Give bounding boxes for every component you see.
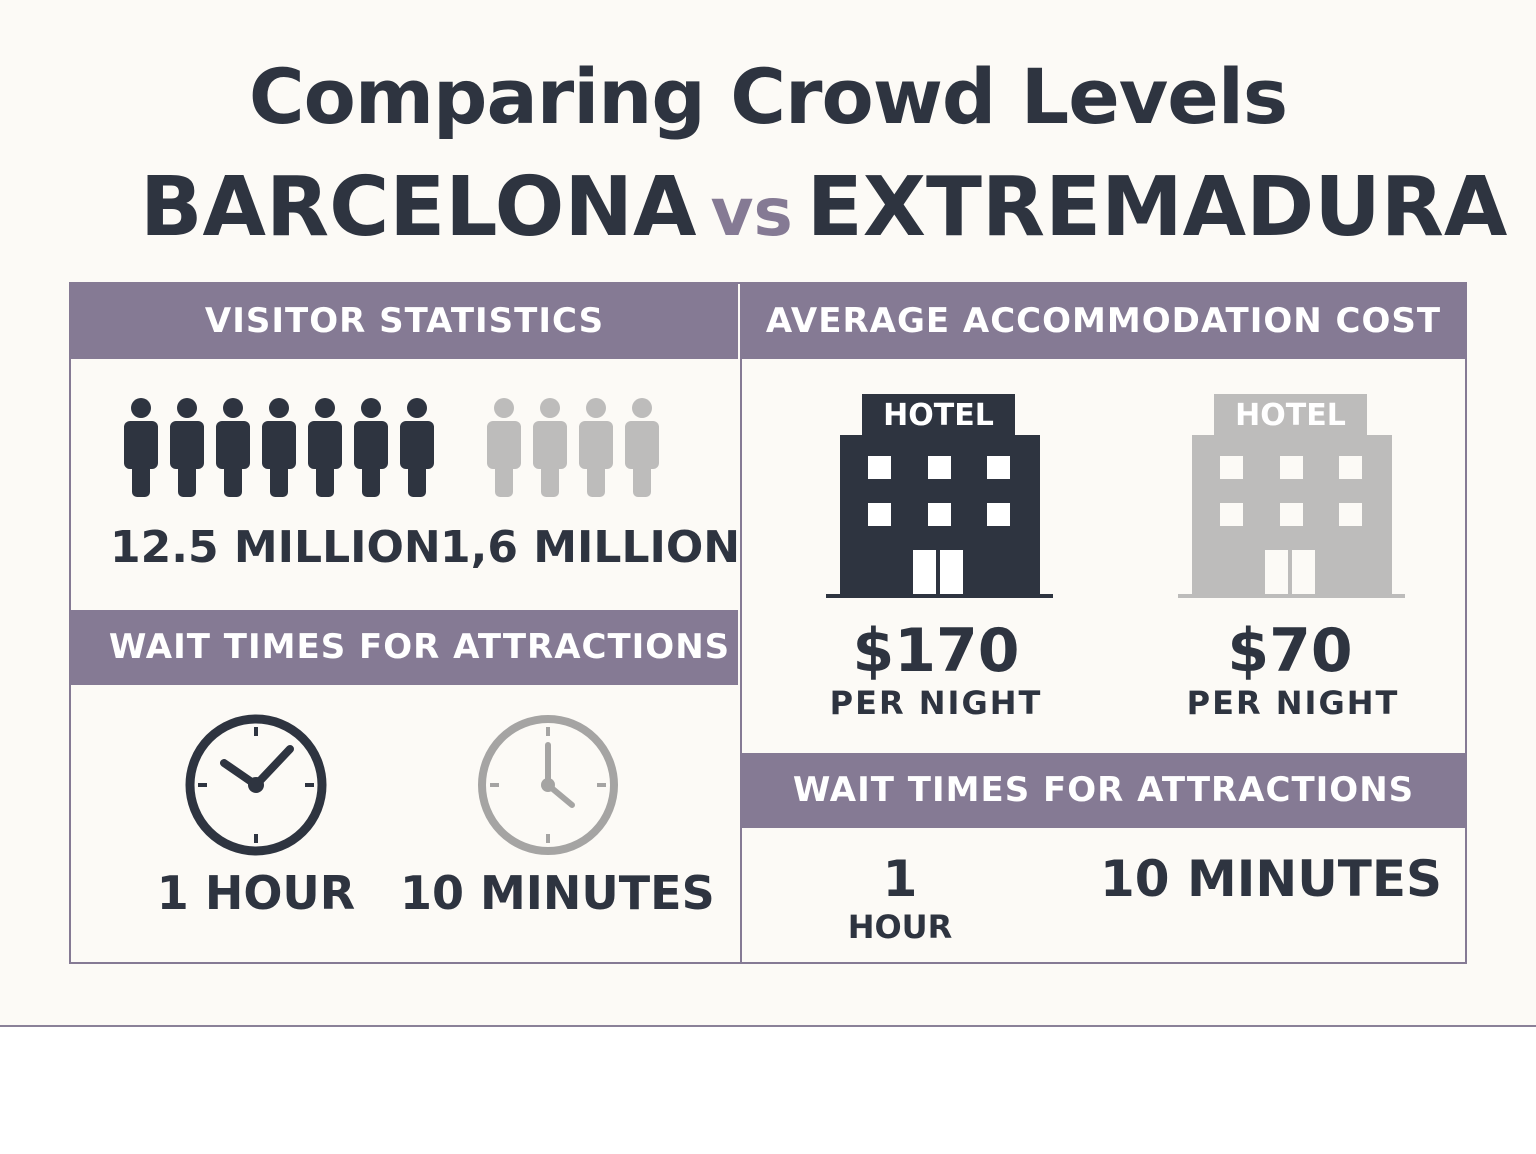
hotel-icon-muted: [1178, 394, 1405, 598]
page-title: Comparing Crowd Levels: [248, 52, 1288, 141]
accommodation-header: AVERAGE ACCOMMODATION COST: [742, 284, 1465, 359]
barcelona-wait-number: 1: [882, 850, 918, 908]
person-icon: [216, 398, 250, 497]
hotel-label-muted: HOTEL: [1235, 398, 1346, 433]
visitor-statistics-header: VISITOR STATISTICS: [71, 284, 738, 359]
barcelona-per-night: PER NIGHT: [829, 684, 1043, 722]
person-icon-muted: [533, 398, 567, 497]
people-icons: [124, 398, 659, 497]
barcelona-wait-unit: HOUR: [847, 908, 953, 946]
clock-icon-muted: [478, 715, 618, 855]
extremadura-wait-right: 10 MINUTES: [1100, 850, 1443, 908]
page-subtitle: BARCELONA vs EXTREMADURA: [140, 160, 1507, 255]
extremadura-visitors: 1,6 MILLION: [440, 522, 741, 573]
hotel-label: HOTEL: [883, 398, 994, 433]
person-icon: [400, 398, 434, 497]
person-icon-muted: [625, 398, 659, 497]
person-icon: [124, 398, 158, 497]
extremadura-price: $70: [1227, 616, 1353, 686]
extremadura-wait: 10 MINUTES: [400, 866, 715, 920]
person-icon-muted: [579, 398, 613, 497]
clock-icon: [185, 714, 327, 856]
person-icon: [170, 398, 204, 497]
subtitle-barcelona: BARCELONA: [140, 160, 697, 255]
barcelona-visitors: 12.5 MILLION: [110, 522, 441, 573]
person-icon: [308, 398, 342, 497]
barcelona-wait: 1 HOUR: [156, 866, 356, 920]
wait-times-header-right: WAIT TIMES FOR ATTRACTIONS: [742, 753, 1465, 828]
wait-times-header-left: WAIT TIMES FOR ATTRACTIONS: [71, 610, 738, 685]
hotel-icon: [826, 394, 1053, 598]
person-icon: [354, 398, 388, 497]
person-icon: [262, 398, 296, 497]
extremadura-per-night: PER NIGHT: [1186, 684, 1400, 722]
subtitle-vs: vs: [710, 174, 793, 251]
barcelona-price: $170: [852, 616, 1020, 686]
subtitle-extremadura: EXTREMADURA: [806, 160, 1508, 255]
person-icon-muted: [487, 398, 521, 497]
